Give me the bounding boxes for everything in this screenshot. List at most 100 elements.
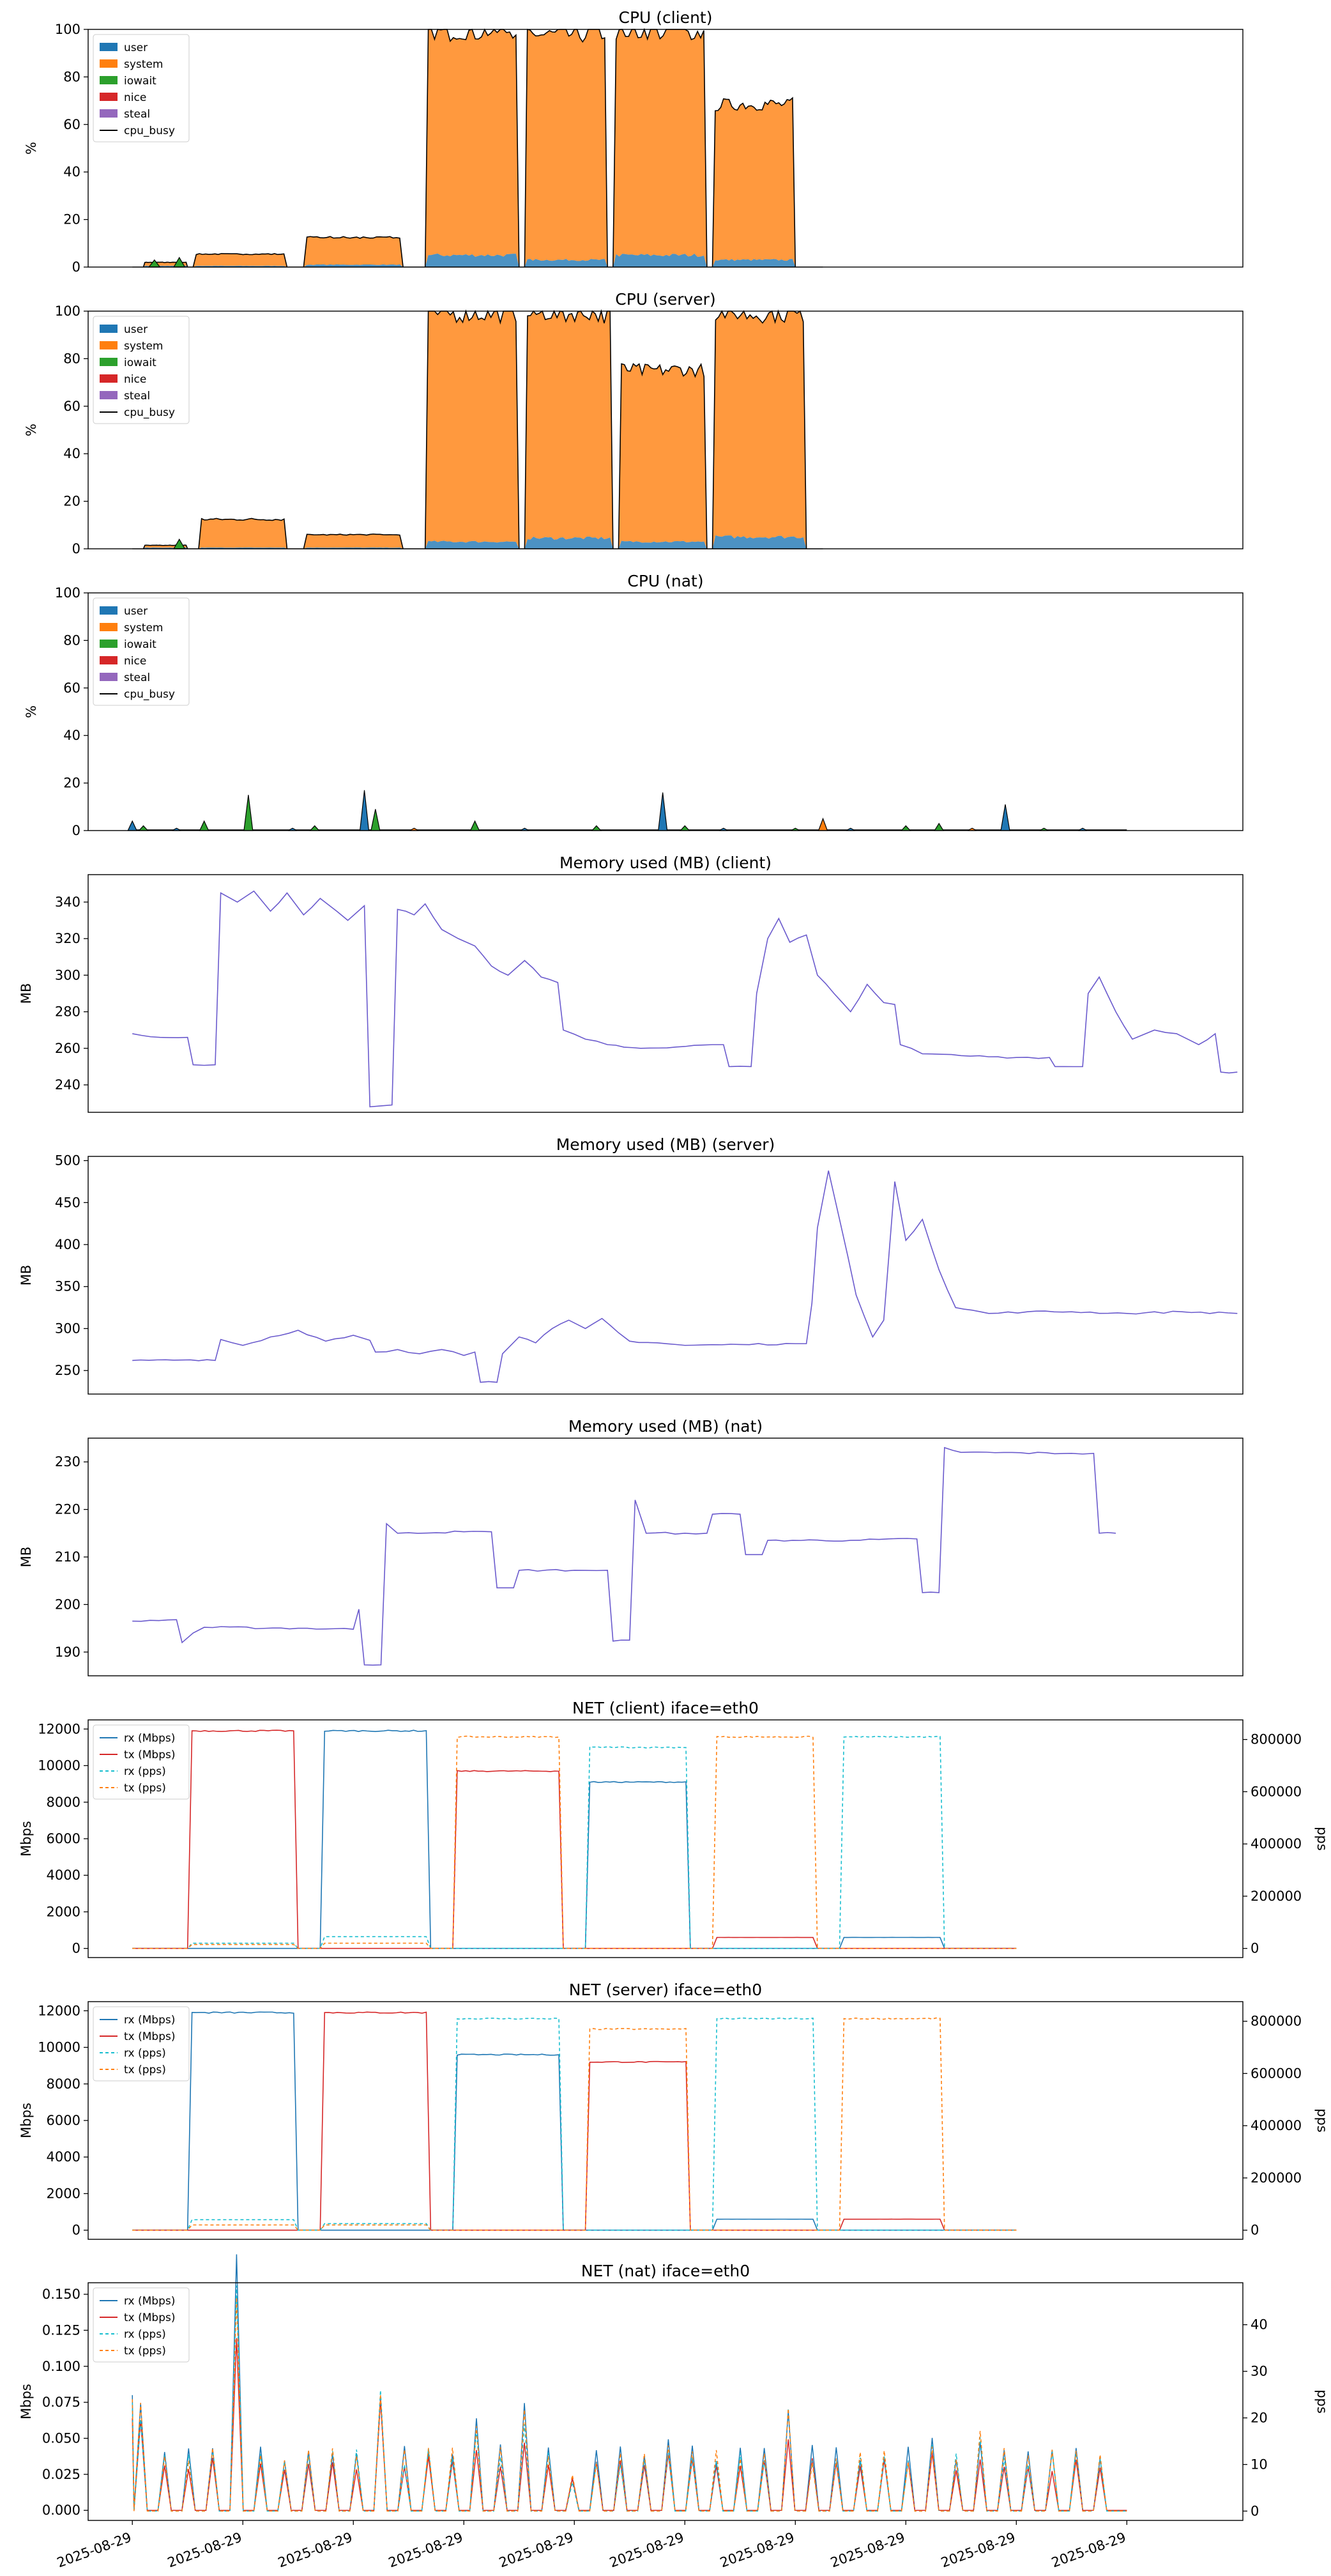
legend-entry: rx (Mbps) <box>124 1732 175 1745</box>
panel-0: CPU (client) 0 20 40 60 80 100% user system iowai… <box>24 8 1244 275</box>
y2-axis-label: pps <box>1314 2108 1330 2133</box>
legend-entry: rx (pps) <box>124 2328 166 2341</box>
legend-entry: system <box>124 340 163 353</box>
legend-entry: rx (Mbps) <box>124 2295 175 2308</box>
y2-tick-label: 600000 <box>1251 1784 1302 1799</box>
cpu-spike <box>199 820 209 831</box>
panel-6: NET (client) iface=eth0 0 2000 4000 6000 8000… <box>19 1699 1330 1958</box>
y-tick-label: 200 <box>55 1597 80 1612</box>
y-tick-label: 2000 <box>47 1904 80 1919</box>
y2-tick-label: 0 <box>1251 1941 1259 1956</box>
legend-swatch <box>100 59 118 68</box>
panel-title: NET (nat) iface=eth0 <box>581 2262 750 2280</box>
legend-entry: steal <box>124 390 150 402</box>
y2-tick-label: 200000 <box>1251 1889 1302 1904</box>
legend-entry: tx (Mbps) <box>124 2312 176 2324</box>
y-tick-label: 500 <box>55 1153 80 1169</box>
legend-entry: steal <box>124 108 150 121</box>
legend-entry: rx (Mbps) <box>124 2014 175 2027</box>
panel-5: Memory used (MB) (nat) 190 200 210 220 230 MB <box>19 1417 1244 1676</box>
x-tick-label: 2025-08-29 <box>165 2529 244 2570</box>
legend-swatch <box>100 656 118 664</box>
y-axis-label: Mbps <box>19 2384 34 2419</box>
legend-swatch <box>100 606 118 615</box>
iowait-spike <box>173 538 186 549</box>
y-tick-label: 20 <box>63 212 80 227</box>
y2-tick-label: 30 <box>1251 2364 1268 2379</box>
legend-entry: nice <box>124 91 146 104</box>
y-tick-label: 320 <box>55 931 80 946</box>
legend-swatch <box>100 623 118 631</box>
system-area <box>612 29 707 267</box>
system-area <box>425 29 519 267</box>
cpu-busy-line <box>303 533 404 549</box>
legend-swatch <box>100 76 118 84</box>
net-line-tx_mbps <box>132 1729 1017 1949</box>
y-tick-label: 300 <box>55 967 80 983</box>
y-tick-label: 230 <box>55 1454 80 1469</box>
y-tick-label: 80 <box>63 632 80 648</box>
cpu-busy-line <box>198 518 288 549</box>
y-tick-label: 220 <box>55 1502 80 1517</box>
legend-swatch <box>100 391 118 399</box>
net-line-rx_pps <box>132 2017 1017 2231</box>
legend-entry: tx (Mbps) <box>124 1749 176 1761</box>
cpu-busy-line <box>612 27 708 268</box>
y-tick-label: 0.125 <box>42 2322 80 2338</box>
y2-tick-label: 200000 <box>1251 2170 1302 2186</box>
x-tick-label: 2025-08-29 <box>828 2529 907 2570</box>
y2-tick-label: 800000 <box>1251 2014 1302 2029</box>
system-area <box>303 236 404 267</box>
panel-4: Memory used (MB) (server) 250 300 350 400 450… <box>19 1135 1244 1395</box>
y-tick-label: 6000 <box>47 2113 80 2128</box>
y-axis-label: MB <box>19 1547 34 1568</box>
panel-title: Memory used (MB) (client) <box>559 854 772 872</box>
y-tick-label: 0.150 <box>42 2287 80 2302</box>
x-tick-label: 2025-08-29 <box>497 2529 575 2570</box>
y-tick-label: 250 <box>55 1363 80 1378</box>
user-area <box>618 540 707 549</box>
y-tick-label: 2000 <box>47 2186 80 2201</box>
y-tick-label: 240 <box>55 1077 80 1092</box>
y-axis-label: Mbps <box>19 1821 34 1857</box>
legend-swatch <box>100 374 118 383</box>
panel-title: NET (server) iface=eth0 <box>569 1981 762 1999</box>
x-tick-label: 2025-08-29 <box>607 2529 686 2570</box>
legend-entry: user <box>124 323 148 336</box>
legend-swatch <box>100 640 118 648</box>
system-area <box>524 29 608 267</box>
panel-title: CPU (nat) <box>627 572 703 590</box>
legend-entry: nice <box>124 655 146 668</box>
user-area <box>425 253 519 267</box>
panel-2: CPU (nat) 0 20 40 60 80 100% user system iowait ni… <box>24 572 1244 838</box>
legend-swatch <box>100 43 118 51</box>
y2-tick-label: 400000 <box>1251 2118 1302 2133</box>
plot-frame <box>87 1719 1244 1958</box>
y-tick-label: 12000 <box>38 1721 80 1736</box>
panel-1: CPU (server) 0 20 40 60 80 100% user system iowai… <box>24 290 1244 556</box>
cpu-spike <box>243 795 254 831</box>
user-area <box>612 254 707 267</box>
y-tick-label: 100 <box>55 303 80 319</box>
y-tick-label: 12000 <box>38 2003 80 2018</box>
cpu-spike <box>1000 804 1010 831</box>
y-tick-label: 40 <box>63 446 80 461</box>
y-tick-label: 0.100 <box>42 2359 80 2374</box>
panel-8: NET (nat) iface=eth0 0.000 0.025 0.050 0.075… <box>19 2254 1330 2570</box>
y-tick-label: 0 <box>72 1941 80 1956</box>
user-area <box>303 264 404 267</box>
net-line-tx_pps <box>132 2017 1017 2231</box>
plot-frame <box>87 29 1244 268</box>
legend-box <box>93 2006 190 2082</box>
legend-entry: tx (pps) <box>124 2064 166 2076</box>
user-area <box>425 540 519 549</box>
y-tick-label: 350 <box>55 1279 80 1294</box>
x-tick-label: 2025-08-29 <box>386 2529 465 2570</box>
legend-entry: system <box>124 58 163 71</box>
legend-entry: iowait <box>124 75 156 88</box>
legend-swatch <box>100 358 118 366</box>
y-axis-label: % <box>24 142 39 155</box>
panel-title: CPU (client) <box>619 8 713 27</box>
y2-tick-label: 40 <box>1251 2317 1268 2333</box>
plot-frame <box>87 2001 1244 2240</box>
